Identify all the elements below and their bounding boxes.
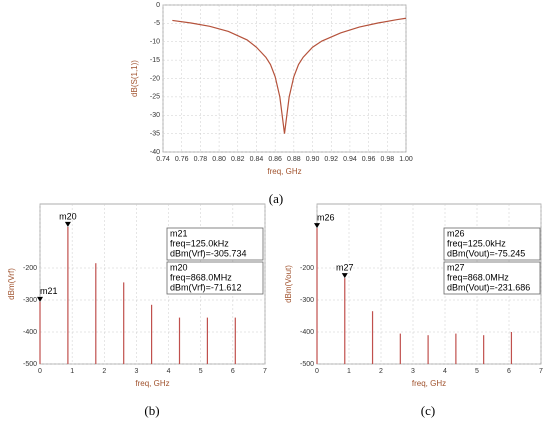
y-tick-label: -200: [300, 265, 314, 272]
marker-box-line: freq=125.0kHz: [170, 238, 229, 248]
marker-box: [443, 227, 541, 261]
y-axis-label: dB(S(1,1)): [130, 60, 139, 97]
x-tick-label: 4: [443, 368, 447, 375]
x-tick-label: 0.74: [156, 156, 170, 163]
x-tick-label: 0.86: [268, 156, 282, 163]
x-tick-label: 0.80: [212, 156, 226, 163]
x-tick-label: 0.76: [175, 156, 189, 163]
x-tick-label: 5: [475, 368, 479, 375]
y-tick-label: -10: [150, 39, 160, 46]
panel-label-text: (b): [144, 403, 159, 418]
marker-box-name: m21: [170, 228, 188, 238]
x-tick-label: 0.78: [194, 156, 208, 163]
x-tick-label: 0.94: [343, 156, 357, 163]
marker-box: [166, 261, 264, 295]
x-tick-label: 0.98: [380, 156, 394, 163]
marker-box: [443, 261, 541, 295]
marker-box-line: dBm(Vout)=-231.686: [447, 282, 530, 292]
panel-label: (a): [269, 191, 283, 206]
y-tick-label: -20: [150, 75, 160, 82]
x-tick-label: 6: [507, 368, 511, 375]
marker-box-name: m26: [447, 228, 465, 238]
y-tick-label: -40: [150, 149, 160, 156]
x-tick-label: 7: [539, 368, 543, 375]
x-tick-label: 5: [199, 368, 203, 375]
y-tick-label: -25: [150, 94, 160, 101]
x-axis-label: freq, GHz: [135, 379, 169, 388]
x-tick-label: 2: [379, 368, 383, 375]
marker: [314, 223, 321, 229]
marker-box-line: dBm(Vout)=-75.245: [447, 248, 525, 258]
marker-box: [166, 227, 264, 261]
panel-label-text: (a): [269, 191, 283, 206]
x-tick-label: 0.84: [250, 156, 264, 163]
y-tick-label: 0: [156, 2, 160, 9]
x-tick-label: 0.92: [324, 156, 338, 163]
marker-box-line: freq=868.0MHz: [447, 272, 509, 282]
y-tick-label: -5: [154, 20, 160, 27]
x-tick-label: 0.82: [231, 156, 245, 163]
marker-label: m20: [59, 211, 77, 221]
y-axis-label: dBm(Vrf): [7, 268, 16, 300]
marker: [341, 273, 348, 279]
x-tick-label: 4: [167, 368, 171, 375]
x-tick-label: 6: [231, 368, 235, 375]
x-tick-label: 3: [134, 368, 138, 375]
y-tick-label: -300: [300, 297, 314, 304]
marker: [64, 221, 71, 227]
x-tick-label: 1: [347, 368, 351, 375]
marker-label: m27: [336, 263, 354, 273]
x-axis-label: freq, GHz: [267, 167, 301, 176]
y-tick-label: -30: [150, 112, 160, 119]
y-tick-label: -200: [23, 265, 37, 272]
panel-label-text: (c): [421, 403, 435, 418]
x-tick-label: 0.96: [362, 156, 376, 163]
marker-box-line: dBm(Vrf)=-305.734: [170, 248, 246, 258]
x-axis-label: freq, GHz: [412, 379, 446, 388]
marker-label: m26: [317, 212, 335, 222]
y-tick-label: -500: [300, 361, 314, 368]
marker-box-name: m27: [447, 262, 465, 272]
y-tick-label: -35: [150, 130, 160, 137]
x-tick-label: 0: [38, 368, 42, 375]
marker-box-name: m20: [170, 262, 188, 272]
marker-box-line: freq=125.0kHz: [447, 238, 506, 248]
x-tick-label: 2: [102, 368, 106, 375]
panel-label: (b): [144, 403, 159, 418]
y-tick-label: -400: [300, 329, 314, 336]
marker-label: m21: [40, 286, 58, 296]
y-tick-label: -500: [23, 361, 37, 368]
x-tick-label: 1: [70, 368, 74, 375]
y-axis-label: dBm(Vout): [284, 265, 293, 303]
y-tick-label: -400: [23, 329, 37, 336]
x-tick-label: 0: [315, 368, 319, 375]
x-tick-label: 1.00: [399, 156, 413, 163]
x-tick-label: 0.90: [306, 156, 320, 163]
marker-box-line: freq=868.0MHz: [170, 272, 232, 282]
curve: [172, 17, 407, 134]
marker: [37, 296, 44, 302]
y-tick-label: -15: [150, 57, 160, 64]
x-tick-label: 0.88: [287, 156, 301, 163]
x-tick-label: 3: [411, 368, 415, 375]
panel-label: (c): [421, 403, 435, 418]
y-tick-label: -300: [23, 297, 37, 304]
marker-box-line: dBm(Vrf)=-71.612: [170, 282, 241, 292]
x-tick-label: 7: [263, 368, 267, 375]
